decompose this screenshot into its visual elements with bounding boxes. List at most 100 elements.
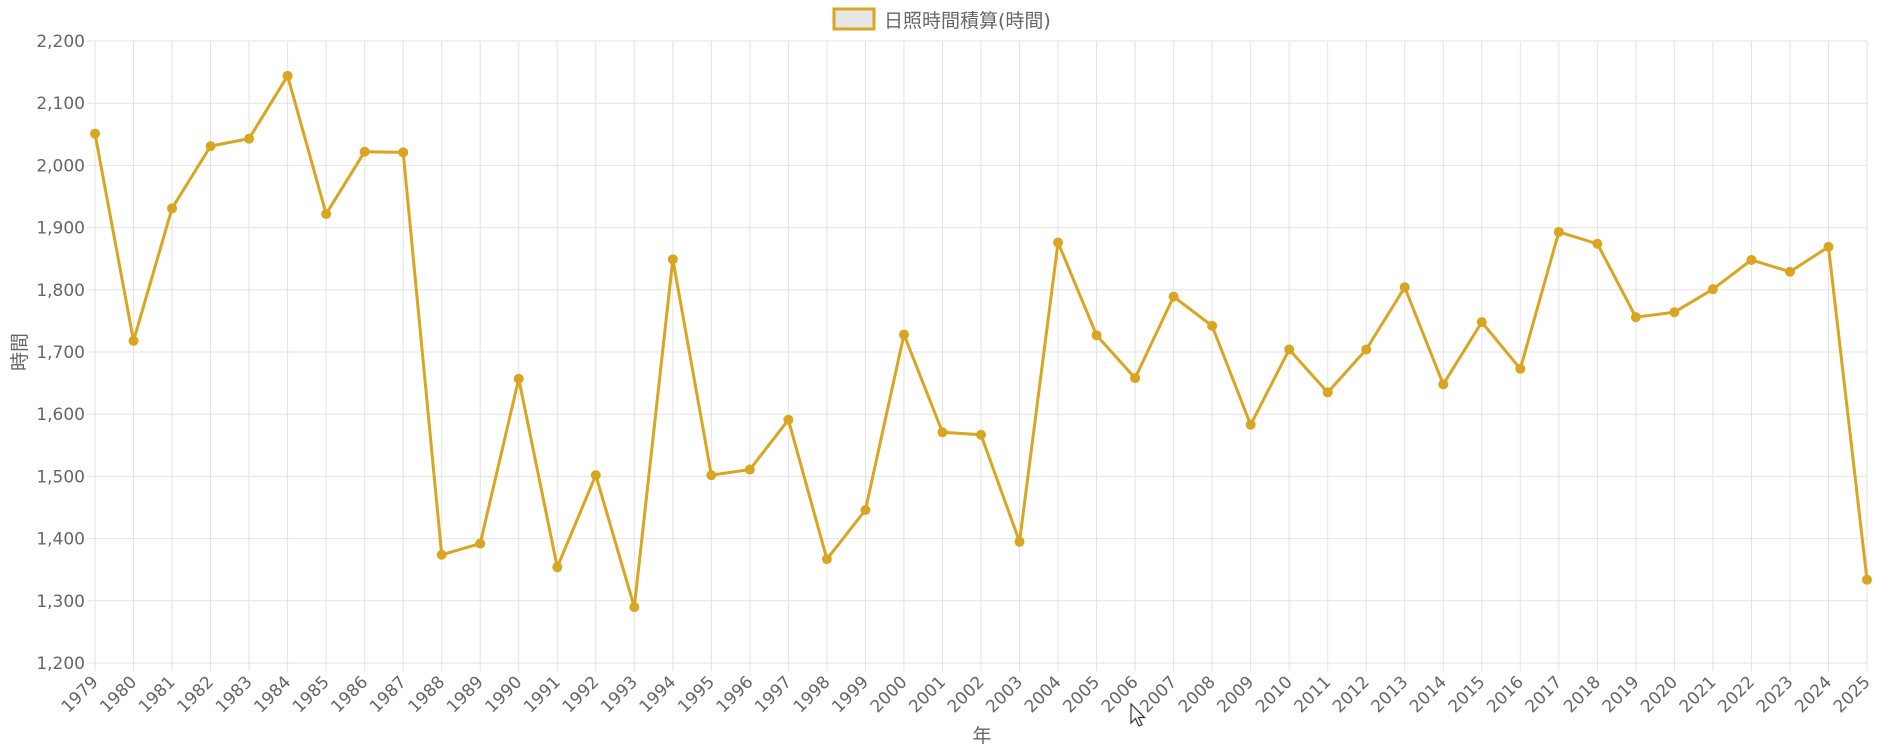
x-tick-label: 2008 — [1175, 672, 1220, 717]
x-tick-label: 1987 — [366, 672, 411, 717]
y-tick-label: 1,300 — [36, 592, 85, 612]
y-tick-label: 1,400 — [36, 530, 85, 550]
x-tick-label: 1995 — [674, 672, 719, 717]
y-tick-label: 1,700 — [36, 343, 85, 363]
data-point[interactable] — [398, 147, 409, 158]
data-point[interactable] — [244, 133, 255, 144]
data-point[interactable] — [359, 146, 370, 157]
x-tick-label: 2018 — [1560, 672, 1605, 717]
data-point[interactable] — [1245, 419, 1256, 430]
x-tick-label: 1981 — [135, 672, 180, 717]
x-tick-label: 2022 — [1714, 672, 1759, 717]
data-point[interactable] — [860, 504, 871, 515]
data-point[interactable] — [1399, 282, 1410, 293]
data-point[interactable] — [1091, 330, 1102, 341]
data-point[interactable] — [205, 141, 216, 152]
data-point[interactable] — [90, 128, 100, 139]
x-tick-label: 1984 — [250, 672, 295, 717]
x-tick-label: 2020 — [1637, 672, 1682, 717]
y-tick-label: 1,500 — [36, 467, 85, 487]
data-point[interactable] — [1322, 387, 1333, 398]
y-tick-label: 2,000 — [36, 156, 85, 176]
data-point[interactable] — [1669, 307, 1680, 318]
x-tick-label: 1999 — [828, 672, 873, 717]
x-tick-label: 2007 — [1136, 672, 1181, 717]
x-tick-label: 2012 — [1329, 672, 1374, 717]
data-point[interactable] — [1515, 363, 1526, 374]
x-axis-title: 年 — [972, 725, 991, 747]
data-point[interactable] — [629, 602, 640, 613]
data-point[interactable] — [706, 470, 717, 481]
grid-lines — [87, 40, 1868, 671]
y-tick-label: 1,900 — [36, 219, 85, 239]
x-tick-label: 2011 — [1290, 672, 1335, 717]
x-tick-label: 1996 — [713, 672, 758, 717]
y-tick-labels: 1,200 1,300 1,400 1,500 1,600 1,700 1,800 1,900… — [36, 32, 85, 674]
x-tick-label: 2004 — [1021, 672, 1066, 717]
data-point[interactable] — [1014, 536, 1025, 547]
x-tick-label: 2023 — [1753, 672, 1798, 717]
data-point[interactable] — [783, 414, 794, 425]
x-tick-label: 1994 — [636, 672, 681, 717]
data-point[interactable] — [552, 562, 563, 573]
data-point[interactable] — [1862, 574, 1872, 585]
x-tick-label: 1993 — [597, 672, 642, 717]
x-tick-labels: 1979198019811982198319841985198619871988… — [58, 672, 1875, 717]
data-point[interactable] — [1476, 317, 1487, 328]
x-tick-label: 1998 — [790, 672, 835, 717]
data-point[interactable] — [1168, 291, 1179, 302]
legend[interactable]: 日照時間積算(時間) — [832, 7, 1051, 32]
data-point[interactable] — [1592, 238, 1603, 249]
x-tick-label: 2025 — [1830, 672, 1875, 717]
x-tick-label: 1980 — [96, 672, 141, 717]
x-tick-label: 2017 — [1522, 672, 1567, 717]
x-tick-label: 2001 — [905, 672, 950, 717]
legend-label[interactable]: 日照時間積算(時間) — [884, 10, 1051, 32]
y-axis-title: 時間 — [9, 333, 31, 371]
y-tick-label: 2,100 — [36, 94, 85, 114]
x-tick-label: 2014 — [1406, 672, 1451, 717]
data-point[interactable] — [167, 203, 178, 214]
data-point[interactable] — [1630, 312, 1641, 323]
y-tick-label: 2,200 — [36, 32, 85, 52]
data-point[interactable] — [1746, 254, 1757, 265]
data-point[interactable] — [1707, 284, 1718, 295]
x-tick-label: 1989 — [443, 672, 488, 717]
data-point[interactable] — [1784, 266, 1795, 277]
y-tick-label: 1,600 — [36, 405, 85, 425]
y-tick-label: 1,800 — [36, 281, 85, 301]
data-point[interactable] — [1130, 373, 1141, 384]
data-point[interactable] — [1553, 226, 1564, 237]
data-point[interactable] — [1284, 344, 1295, 355]
x-tick-label: 1979 — [58, 672, 103, 717]
data-point[interactable] — [321, 208, 332, 219]
data-point[interactable] — [976, 429, 986, 440]
data-point[interactable] — [1053, 237, 1064, 248]
data-point[interactable] — [282, 70, 293, 81]
data-point[interactable] — [1361, 344, 1372, 355]
data-point[interactable] — [1438, 379, 1449, 390]
data-point[interactable] — [1207, 320, 1218, 331]
data-point[interactable] — [475, 538, 486, 549]
x-tick-label: 2019 — [1599, 672, 1644, 717]
data-point[interactable] — [937, 427, 948, 438]
x-tick-label: 2013 — [1368, 672, 1413, 717]
x-tick-label: 1986 — [327, 672, 372, 717]
data-point[interactable] — [513, 373, 524, 384]
data-point[interactable] — [744, 464, 755, 475]
x-tick-label: 2003 — [982, 672, 1027, 717]
data-point[interactable] — [128, 335, 139, 346]
x-tick-label: 1985 — [289, 672, 334, 717]
x-tick-label: 1997 — [751, 672, 796, 717]
data-point[interactable] — [898, 329, 909, 340]
legend-swatch[interactable] — [832, 7, 876, 31]
x-tick-label: 1990 — [482, 672, 527, 717]
data-point[interactable] — [667, 254, 678, 265]
data-point[interactable] — [590, 470, 601, 481]
data-point[interactable] — [1823, 241, 1834, 252]
data-point[interactable] — [821, 554, 832, 565]
x-tick-label: 2009 — [1213, 672, 1258, 717]
data-point[interactable] — [436, 549, 447, 560]
y-tick-label: 1,200 — [36, 654, 85, 674]
